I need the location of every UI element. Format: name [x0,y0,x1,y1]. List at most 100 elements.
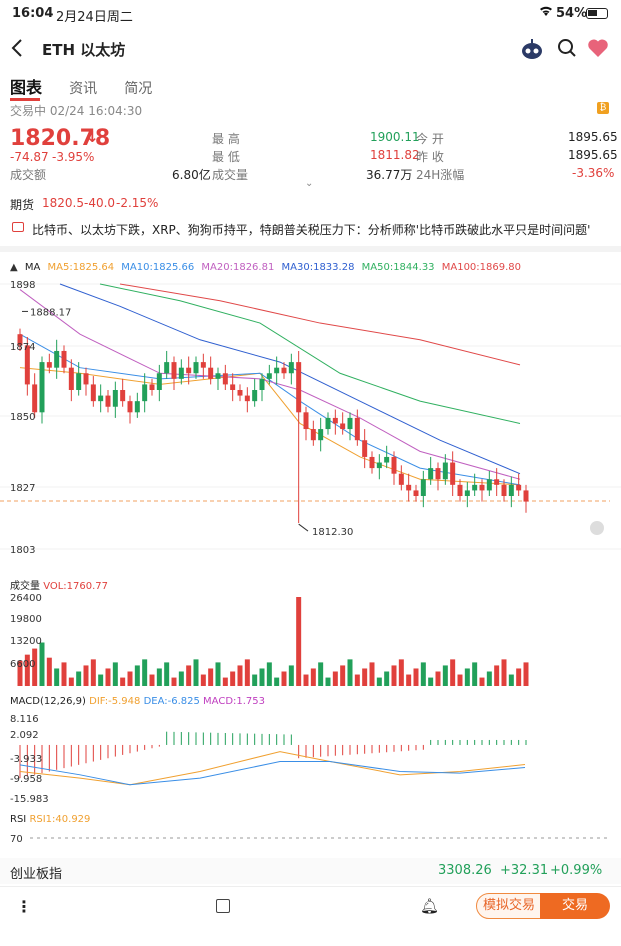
volume-bar [186,665,192,686]
search-icon[interactable] [557,38,577,62]
volume-bar [68,677,74,686]
volume-bar [288,665,294,686]
volume-bar [464,668,470,686]
kline-chart[interactable]: 1898 1874 1850 1827 1803 1888.17 1812.30 26400 1… [0,0,621,856]
price-change: -74.87 [10,150,49,164]
status-time: 16:04 [12,6,54,21]
prev-close-label: 昨 收 [416,150,444,164]
robot-assistant-icon[interactable] [520,38,544,64]
candle-body [215,373,221,379]
low-label: 最 低 [212,150,240,164]
tab-profile[interactable]: 简况 [124,81,153,97]
volume-bar [332,671,338,686]
futures-row[interactable]: 期货 1820.5 -40.0 -2.15% [0,192,621,214]
candle-body [164,362,170,374]
ma-legend[interactable]: ▲ MA MA5:1825.64 MA10:1825.66 MA20:1826.… [10,262,522,273]
volume-bar [17,660,23,686]
volume-legend: 成交量 VOL:1760.77 [10,577,108,592]
macd-tick-label: -3.933 [10,754,42,765]
volume-bar [222,677,228,686]
volume-tick-label: 13200 [10,636,42,647]
moving-average-line [19,367,521,486]
candle-body [296,362,302,413]
volume-bar [362,668,368,686]
volume-bar [32,648,38,686]
alert-bell-icon[interactable]: 🔔︎ [420,897,440,915]
candle-body [134,401,140,413]
favorite-heart-icon[interactable] [587,38,609,62]
share-icon[interactable] [216,899,230,913]
volume-bar [442,665,448,686]
reset-zoom-icon [590,521,604,535]
volume-bar [413,668,419,686]
volume-bar [61,662,67,686]
volume-bar [215,662,221,686]
candle-body [523,490,529,502]
volume-bar [384,671,390,686]
macd-tick-label: -9.958 [10,774,42,785]
candle-body [384,456,390,463]
candle-body [325,417,331,430]
tab-news[interactable]: 资讯 [69,81,98,97]
candle-body [112,390,118,407]
candle-body [354,417,360,441]
volume-bar [472,662,478,686]
min-price-pointer [298,523,309,532]
ma50-label: MA50:1844.33 [361,262,435,273]
macd-dif-line [19,751,526,786]
candle-body [479,484,485,491]
volume-bar [230,671,236,686]
volume-bar [376,677,382,686]
candle-body [76,373,82,390]
news-headline: 比特币、以太坊下跌，XRP、狗狗币持平，特朗普关税压力下：分析师称'比特币跌破此… [32,223,591,237]
news-ticker[interactable]: 比特币、以太坊下跌，XRP、狗狗币持平，特朗普关税压力下：分析师称'比特币跌破此… [0,214,621,242]
trade-button[interactable]: 交易 [540,893,610,919]
candle-body [32,384,38,413]
moving-average-line [19,289,521,480]
volume-bar [112,662,118,686]
current-price: 1820.78 [10,126,111,151]
more-icon[interactable]: ⋮ [16,897,32,916]
candle-body [442,462,448,480]
price-tick-label: 1850 [10,412,35,423]
volume-bar [259,668,265,686]
volume-bar [83,665,89,686]
volume-bar [303,674,309,686]
candle-body [420,479,426,496]
volume-bar [494,665,500,686]
active-tab-indicator [10,98,40,101]
candle-body [391,456,397,474]
expand-chevron-icon[interactable]: ⌄ [305,178,314,189]
candle-body [340,423,346,430]
volume-bar [310,668,316,686]
candle-body [310,429,316,441]
tab-chart[interactable]: 图表 [10,78,43,97]
status-date: 2月24日周二 [56,10,133,25]
prev-close-value: 1895.65 [568,148,618,162]
candle-body [472,484,478,491]
candle-body [127,401,133,413]
candle-body [98,395,104,402]
candle-body [17,334,23,346]
page-title: ETH 以太坊 [42,41,126,59]
back-icon[interactable] [10,38,24,63]
simulate-trade-button[interactable]: 模拟交易 [476,893,542,919]
volume-bar [178,671,184,686]
price-tick-label: 1827 [10,483,35,494]
volume-bar [244,659,250,686]
candle-body [68,367,74,390]
candle-body [61,350,67,368]
macd-tick-label: -15.983 [10,794,49,805]
candle-body [508,484,514,496]
price-change-pct: -3.95% [52,150,95,164]
index-ticker[interactable]: 创业板指 3308.26 +32.31 +0.99% [0,858,621,884]
volume-bar [98,674,104,686]
volume-readout: VOL:1760.77 [43,581,109,592]
volume-bar [435,671,441,686]
volume-bar [76,671,82,686]
candle-body [244,395,250,402]
candle-body [120,390,126,402]
down-arrow-icon: ↓ [86,128,99,146]
candle-body [178,367,184,379]
volume-bar [347,659,353,686]
